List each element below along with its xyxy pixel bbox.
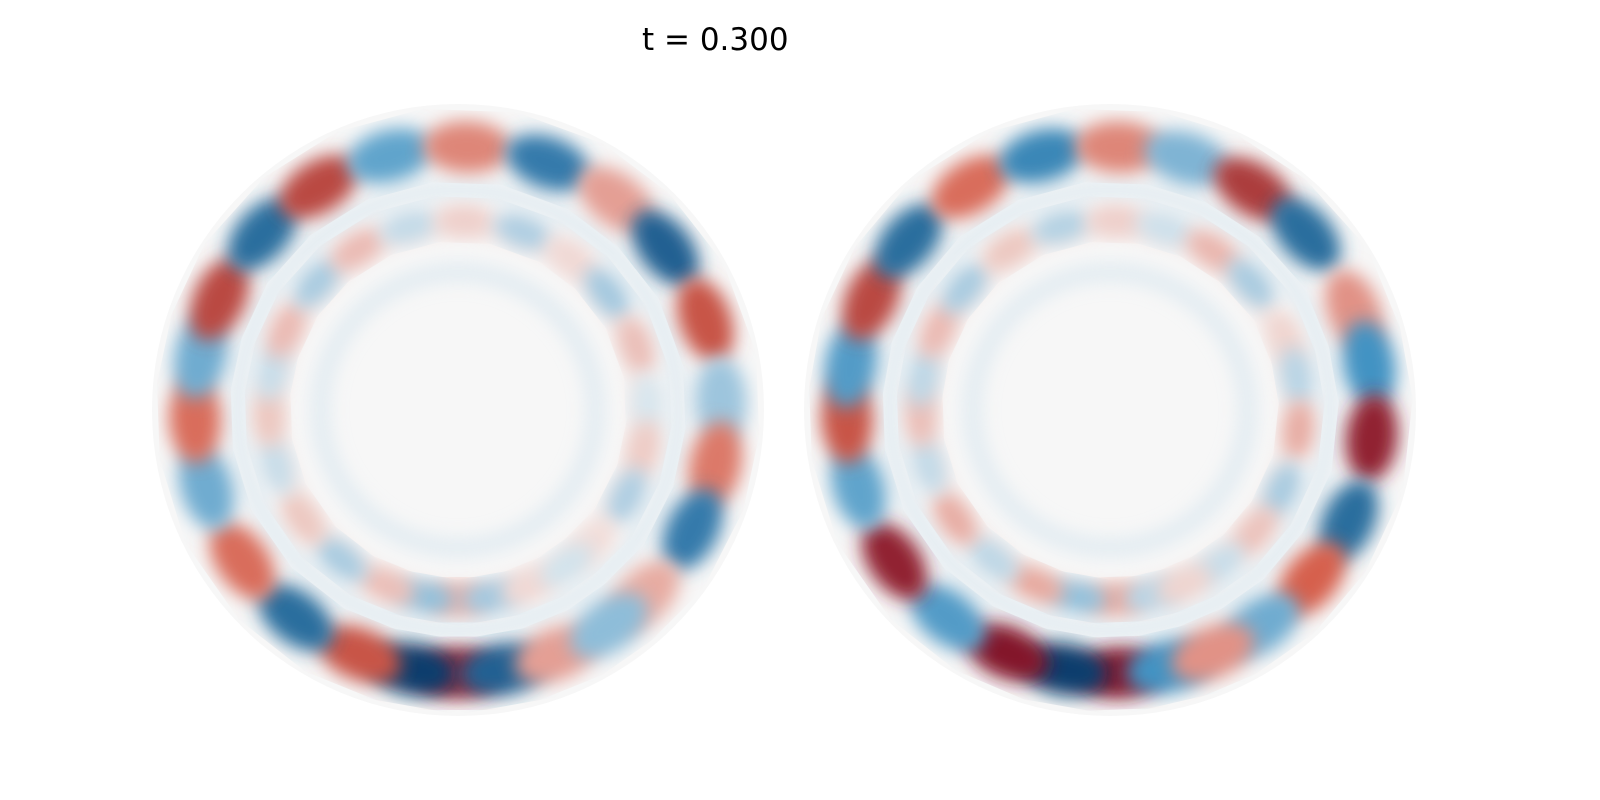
field-blob <box>423 120 512 174</box>
field-blob <box>1318 479 1379 563</box>
field-blob <box>661 488 724 571</box>
field-blob-inner <box>1155 565 1213 604</box>
field-blob-inner <box>379 209 439 245</box>
field-blob-inner <box>1232 506 1279 558</box>
field-blob <box>873 203 943 279</box>
field-blob-inner <box>1086 204 1147 237</box>
right-disk <box>804 104 1416 716</box>
field-blob-inner <box>1136 210 1195 247</box>
field-blob-inner <box>932 492 977 546</box>
field-blob <box>278 154 359 219</box>
field-blob-inner <box>1262 462 1302 519</box>
field-blob <box>1345 393 1398 482</box>
field-blob-inner <box>315 537 367 582</box>
field-blob <box>688 421 743 509</box>
field-blob-inner <box>1031 209 1091 245</box>
field-blob <box>1270 196 1341 271</box>
field-blob <box>227 196 298 271</box>
field-blob-inner <box>1007 565 1065 604</box>
field-blob-inner <box>358 567 416 605</box>
field-blob <box>1144 130 1230 187</box>
disk-field <box>820 120 1398 700</box>
field-blob <box>346 128 433 184</box>
field-blob-inner <box>540 543 594 588</box>
field-blob-inner <box>1186 229 1240 273</box>
field-blob <box>841 257 902 341</box>
field-blob <box>1171 622 1255 682</box>
field-blob <box>569 592 648 659</box>
disk-field <box>168 120 748 700</box>
field-blob-inner <box>1280 347 1314 407</box>
field-blob <box>317 624 402 684</box>
field-blob-inner <box>434 204 495 237</box>
field-blob <box>861 521 928 600</box>
field-blob-inner <box>280 492 325 546</box>
field-blob <box>505 134 591 192</box>
field-blob-inner <box>982 228 1037 271</box>
field-blob <box>257 583 335 652</box>
field-blob-inner <box>494 213 552 250</box>
field-blob <box>178 444 235 530</box>
field-blob <box>830 444 887 530</box>
texture-ring <box>311 263 605 557</box>
texture-ring <box>880 180 1340 640</box>
field-blob <box>1075 120 1164 174</box>
field-blob-inner <box>1227 258 1275 308</box>
field-blob-inner <box>1282 399 1315 460</box>
field-blob-inner <box>252 386 285 447</box>
field-blob-inner <box>918 301 958 358</box>
field-blob-inner <box>258 436 295 495</box>
field-blob <box>631 209 700 287</box>
field-blob <box>676 277 734 363</box>
field-blob-inner <box>626 419 661 479</box>
left-disk <box>152 104 764 716</box>
figure-title: t = 0.300 <box>642 22 789 58</box>
field-blob <box>998 128 1085 184</box>
field-blob <box>965 622 1049 682</box>
field-blob <box>824 320 878 408</box>
field-blob-inner <box>618 316 655 374</box>
field-blob <box>1342 320 1396 408</box>
field-blob <box>930 154 1011 219</box>
field-blob <box>189 257 250 341</box>
texture-ring <box>228 180 688 640</box>
field-blob-inner <box>546 236 598 281</box>
field-blob-inner <box>631 373 664 434</box>
field-blob-inner <box>330 228 385 271</box>
field-blob <box>694 356 748 445</box>
field-blob-inner <box>910 436 947 495</box>
field-blob-inner <box>266 301 306 358</box>
field-blob-inner <box>906 347 940 407</box>
field-blob-inner <box>941 262 988 314</box>
field-blob <box>909 583 987 652</box>
field-blob <box>168 375 222 464</box>
field-blob-inner <box>967 537 1019 582</box>
field-blob <box>209 521 276 600</box>
texture-ring <box>963 263 1257 557</box>
field-blob-inner <box>293 258 341 308</box>
field-blob-inner <box>585 267 630 319</box>
field-blob-inner <box>607 468 647 524</box>
